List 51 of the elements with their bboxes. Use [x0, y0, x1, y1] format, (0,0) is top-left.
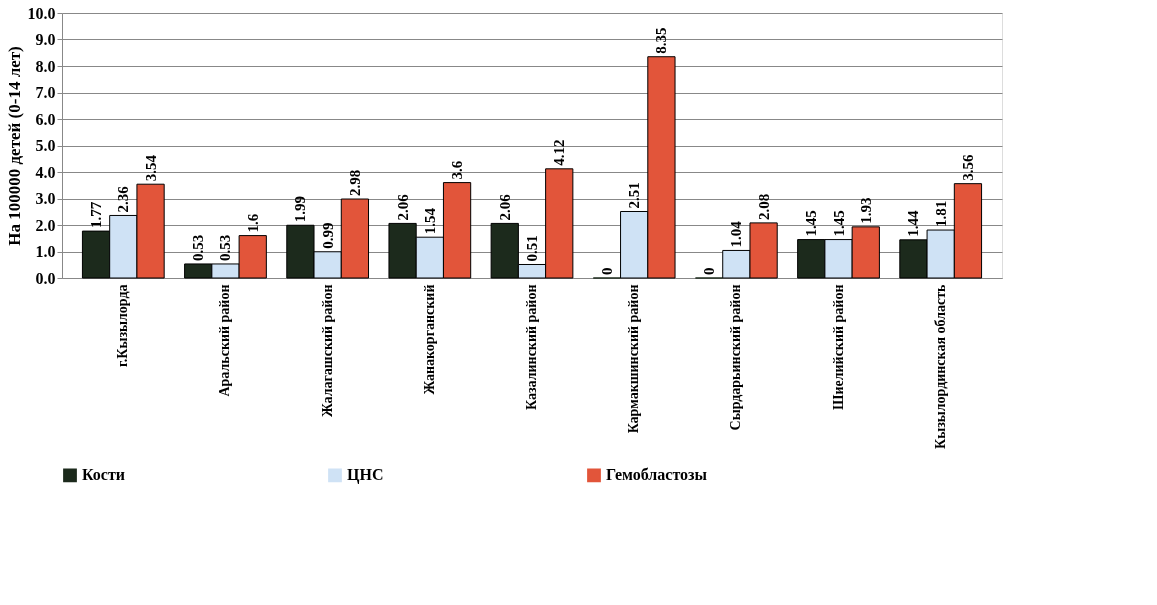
x-tick-label: Жанакорганский	[421, 284, 437, 395]
data-label: 0	[701, 267, 718, 275]
y-tick-label: 1.0	[35, 243, 56, 260]
data-label: 1.45	[803, 210, 820, 237]
data-label: 1.99	[292, 196, 309, 223]
y-tick-label: 8.0	[35, 57, 56, 75]
data-label: 1.93	[857, 197, 874, 224]
data-label: 3.54	[142, 154, 159, 182]
data-label: 2.06	[496, 193, 513, 221]
data-label: 1.04	[728, 220, 745, 248]
data-label: 0.51	[524, 235, 540, 262]
data-label: 4.12	[551, 139, 568, 166]
data-label: 1.54	[421, 207, 438, 235]
data-label: 0.53	[217, 234, 234, 261]
data-label: 0	[598, 267, 615, 275]
y-tick-label: 7.0	[35, 84, 56, 101]
legend-label: Гемобластозы	[606, 466, 708, 484]
x-tick-label: Кызылординская область	[932, 283, 948, 449]
data-label: 2.36	[115, 185, 132, 213]
data-label: 1.45	[830, 210, 847, 237]
y-tick-label: 5.0	[35, 137, 56, 154]
y-tick-label: 9.0	[35, 31, 56, 48]
y-axis-title: На 100000 детей (0-14 лет)	[4, 46, 24, 246]
data-label: 1.6	[244, 213, 261, 233]
data-label: 1.44	[905, 210, 922, 237]
y-tick-label: 0.0	[35, 269, 56, 287]
x-tick-label: Сырдарьинский район	[728, 284, 744, 431]
data-label: 0.99	[319, 222, 336, 249]
y-tick-label: 3.0	[35, 190, 56, 207]
x-tick-label: Шиелийский район	[830, 284, 846, 410]
y-tick-label: 6.0	[35, 110, 56, 128]
y-tick-label: 2.0	[35, 216, 56, 234]
y-tick-label: 10.0	[27, 4, 56, 22]
data-label: 2.06	[394, 193, 411, 221]
data-label: 2.08	[755, 193, 772, 220]
legend-label: Кости	[82, 466, 125, 484]
legend-label: ЦНС	[347, 466, 384, 485]
data-label: 1.77	[88, 201, 105, 229]
x-tick-label: Кармакшинский район	[626, 284, 642, 434]
data-label: 0.53	[190, 234, 207, 261]
y-tick-label: 4.0	[35, 163, 56, 181]
data-label: 3.56	[959, 153, 976, 181]
x-tick-label: Аральский район	[217, 284, 233, 397]
data-label: 3.6	[449, 160, 466, 180]
x-tick-label: Казалинский район	[524, 284, 539, 411]
data-label: 2.98	[346, 169, 363, 197]
data-label: 1.81	[932, 200, 949, 228]
data-label: 2.51	[626, 182, 643, 209]
x-tick-label: Жалагашский район	[319, 284, 335, 417]
data-label: 8.35	[653, 27, 670, 54]
x-tick-label: г.Кызылорда	[115, 284, 131, 367]
